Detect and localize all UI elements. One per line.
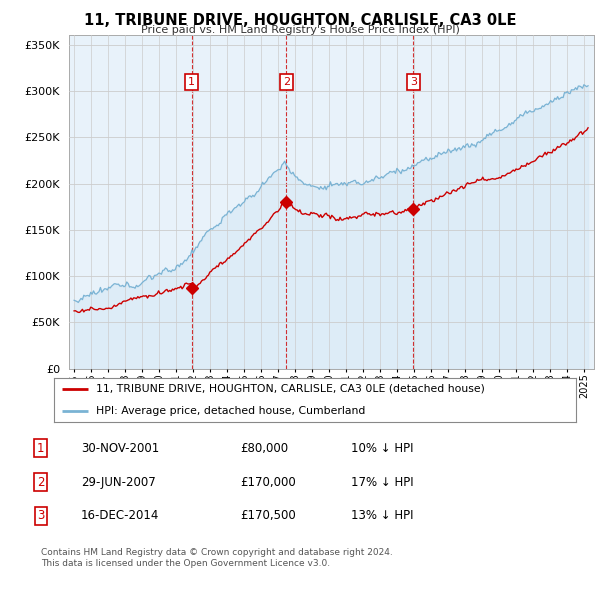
Text: 3: 3 xyxy=(37,509,44,522)
Text: Contains HM Land Registry data © Crown copyright and database right 2024.
This d: Contains HM Land Registry data © Crown c… xyxy=(41,548,392,568)
Text: £80,000: £80,000 xyxy=(240,442,288,455)
Text: £170,500: £170,500 xyxy=(240,509,296,522)
Text: 3: 3 xyxy=(410,77,417,87)
Text: 10% ↓ HPI: 10% ↓ HPI xyxy=(351,442,413,455)
Text: 1: 1 xyxy=(188,77,195,87)
Text: 29-JUN-2007: 29-JUN-2007 xyxy=(81,476,156,489)
Text: 2: 2 xyxy=(37,476,44,489)
Text: 17% ↓ HPI: 17% ↓ HPI xyxy=(351,476,413,489)
Text: 11, TRIBUNE DRIVE, HOUGHTON, CARLISLE, CA3 0LE (detached house): 11, TRIBUNE DRIVE, HOUGHTON, CARLISLE, C… xyxy=(96,384,485,394)
Text: 11, TRIBUNE DRIVE, HOUGHTON, CARLISLE, CA3 0LE: 11, TRIBUNE DRIVE, HOUGHTON, CARLISLE, C… xyxy=(84,13,516,28)
Text: 16-DEC-2014: 16-DEC-2014 xyxy=(81,509,160,522)
Text: Price paid vs. HM Land Registry's House Price Index (HPI): Price paid vs. HM Land Registry's House … xyxy=(140,25,460,35)
Text: 2: 2 xyxy=(283,77,290,87)
Text: 1: 1 xyxy=(37,442,44,455)
Text: 30-NOV-2001: 30-NOV-2001 xyxy=(81,442,159,455)
Text: 13% ↓ HPI: 13% ↓ HPI xyxy=(351,509,413,522)
Text: £170,000: £170,000 xyxy=(240,476,296,489)
Text: HPI: Average price, detached house, Cumberland: HPI: Average price, detached house, Cumb… xyxy=(96,406,365,416)
